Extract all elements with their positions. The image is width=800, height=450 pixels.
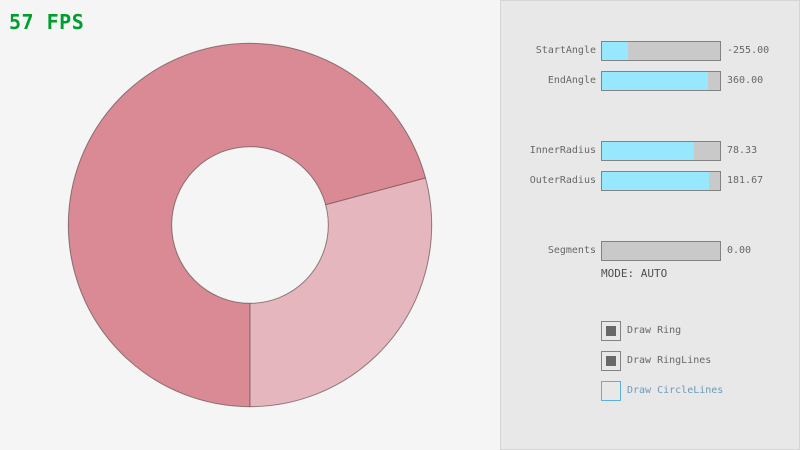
draw-circlelines-label: Draw CircleLines: [627, 385, 724, 396]
endangle-value: 360.00: [727, 75, 764, 86]
segments-mode-text: MODE: AUTO: [601, 267, 668, 280]
draw-circlelines-checkbox[interactable]: [601, 381, 621, 401]
slider-row-innerradius: InnerRadius 78.33: [501, 141, 800, 161]
controls-panel: StartAngle -255.00 EndAngle 360.00 Inner…: [500, 0, 800, 450]
ring-inner-line: [171, 146, 329, 304]
segments-value: 0.00: [727, 245, 752, 256]
draw-ringlines-checkmark-icon: [606, 356, 616, 366]
outerradius-slider-fill: [602, 172, 710, 190]
checkbox-row-draw-ring: Draw Ring: [601, 321, 800, 341]
checkbox-row-draw-circlelines: Draw CircleLines: [601, 381, 800, 401]
startangle-value: -255.00: [727, 45, 770, 56]
endangle-slider-fill: [602, 72, 709, 90]
outerradius-sliderbar[interactable]: [601, 171, 721, 191]
startangle-label: StartAngle: [535, 45, 596, 56]
draw-ring-checkbox[interactable]: [601, 321, 621, 341]
ring-outer-line: [67, 42, 433, 408]
ring-light-region: [250, 177, 432, 407]
innerradius-sliderbar[interactable]: [601, 141, 721, 161]
outerradius-value: 181.67: [727, 175, 764, 186]
startangle-sliderbar[interactable]: [601, 41, 721, 61]
innerradius-label: InnerRadius: [529, 145, 596, 156]
draw-ringlines-checkbox[interactable]: [601, 351, 621, 371]
checkbox-row-draw-ringlines: Draw RingLines: [601, 351, 800, 371]
segments-label: Segments: [547, 245, 596, 256]
draw-ringlines-label: Draw RingLines: [627, 355, 712, 366]
draw-ring-checkmark-icon: [606, 326, 616, 336]
innerradius-value: 78.33: [727, 145, 758, 156]
innerradius-slider-fill: [602, 142, 695, 160]
startangle-slider-fill: [602, 42, 628, 60]
slider-row-startangle: StartAngle -255.00: [501, 41, 800, 61]
ring-start-cap-line: [325, 177, 426, 206]
segments-sliderbar[interactable]: [601, 241, 721, 261]
slider-row-outerradius: OuterRadius 181.67: [501, 171, 800, 191]
outerradius-label: OuterRadius: [529, 175, 596, 186]
slider-row-segments: Segments 0.00: [501, 241, 800, 261]
draw-ring-label: Draw Ring: [627, 325, 682, 336]
slider-row-endangle: EndAngle 360.00: [501, 71, 800, 91]
endangle-sliderbar[interactable]: [601, 71, 721, 91]
endangle-label: EndAngle: [547, 75, 596, 86]
fps-counter: 57 FPS: [9, 10, 85, 34]
